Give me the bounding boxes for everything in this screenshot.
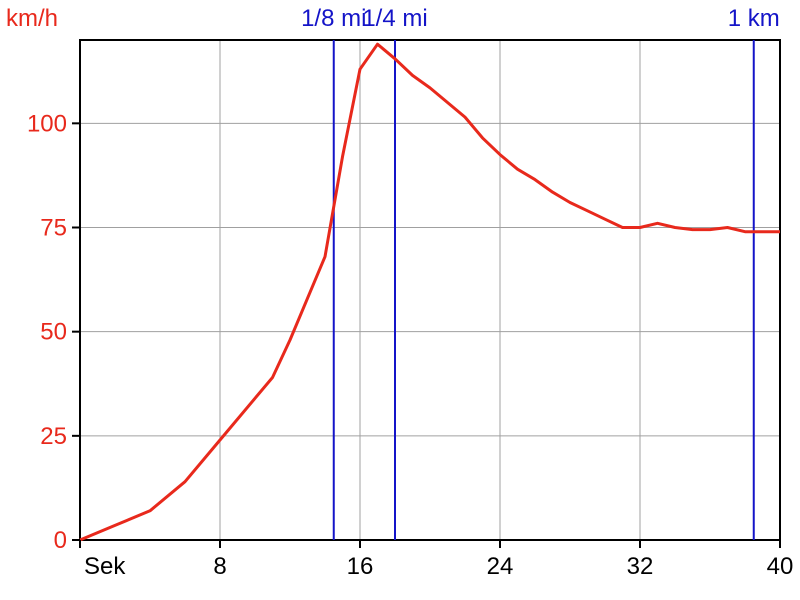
x-tick-label: 32 <box>627 553 654 580</box>
distance-marker-label: 1/4 mi <box>362 5 427 32</box>
speed-series-line <box>79 42 780 542</box>
x-tick-label: 16 <box>347 553 374 580</box>
plot-frame <box>79 39 781 541</box>
distance-markers: 1/8 mi1/4 mi 1 km <box>301 5 780 540</box>
y-tick-labels: 0 25 50 75 100 <box>27 110 80 554</box>
y-tick-label: 50 <box>40 319 67 346</box>
y-tick-label: 0 <box>54 527 67 554</box>
x-tick-label: 40 <box>767 553 794 580</box>
y-axis-label: km/h <box>6 5 58 32</box>
x-tick-label: 24 <box>487 553 514 580</box>
x-tick-labels: Sek 8 16 24 32 40 <box>79 540 794 580</box>
y-tick-label: 100 <box>27 110 67 137</box>
distance-marker-label: 1 km <box>728 5 780 32</box>
distance-marker-label: 1/8 mi <box>301 5 366 32</box>
x-tick-label: Sek <box>84 553 126 580</box>
y-tick-label: 75 <box>40 215 67 242</box>
grid <box>80 40 780 540</box>
y-tick-label: 25 <box>40 423 67 450</box>
x-tick-label: 8 <box>213 553 226 580</box>
